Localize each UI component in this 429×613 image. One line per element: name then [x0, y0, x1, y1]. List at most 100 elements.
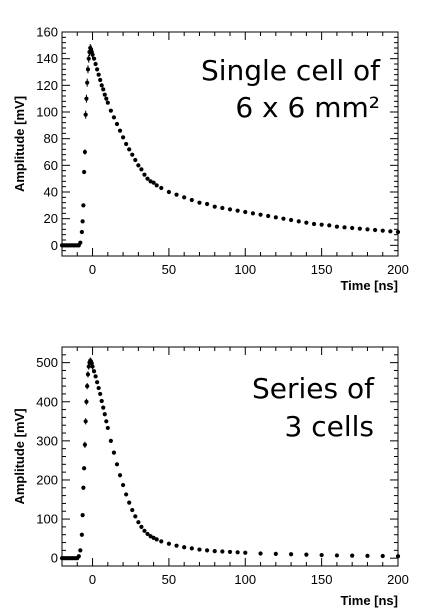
data-point — [250, 211, 256, 216]
data-point — [95, 67, 100, 72]
y-tick-label: 100 — [36, 512, 58, 527]
data-point — [78, 548, 83, 553]
data-point — [102, 412, 107, 417]
data-point — [197, 200, 202, 205]
data-point — [166, 541, 172, 546]
x-tick-label: 200 — [387, 262, 409, 277]
data-point — [142, 528, 147, 533]
data-point — [83, 419, 88, 424]
y-tick-label: 400 — [36, 394, 58, 409]
data-point — [120, 135, 126, 140]
data-point — [82, 442, 88, 447]
x-tick-label: 50 — [162, 262, 176, 277]
x-tick-label: 50 — [162, 572, 176, 587]
data-point — [90, 52, 95, 57]
data-point — [114, 121, 120, 127]
data-point — [197, 547, 202, 552]
data-point — [139, 524, 144, 529]
data-point — [319, 222, 324, 227]
x-tick-label: 100 — [234, 572, 256, 587]
data-point — [96, 72, 101, 77]
data-point — [82, 169, 87, 175]
y-tick-label: 100 — [36, 105, 58, 120]
data-point — [365, 553, 370, 558]
data-point — [104, 96, 109, 101]
data-point — [235, 208, 240, 213]
data-point — [95, 380, 100, 385]
chart-panel-series-three-cells: 0 100 200 300 400 500 0 50 100 150 200 Amplitude [m… — [12, 346, 409, 608]
data-point — [380, 553, 385, 559]
data-point — [182, 195, 187, 200]
data-point — [96, 385, 101, 391]
data-point — [105, 425, 110, 431]
data-point — [243, 550, 248, 555]
data-point — [114, 462, 120, 467]
y-axis-title: Amplitude [mV] — [12, 408, 27, 504]
x-tick-label: 150 — [311, 572, 333, 587]
data-point — [212, 204, 217, 209]
data-point — [388, 229, 393, 234]
x-tick-label: 200 — [387, 572, 409, 587]
data-point — [350, 553, 355, 558]
data-point — [81, 203, 86, 208]
data-point — [93, 374, 98, 379]
data-point — [212, 549, 217, 554]
annotation-line: Single cell of — [201, 54, 381, 87]
data-point — [82, 149, 88, 155]
data-point — [104, 419, 109, 424]
y-tick-label: 300 — [36, 433, 58, 448]
data-point — [111, 115, 117, 120]
x-tick-label: 0 — [89, 262, 96, 277]
y-tick-label: 500 — [36, 355, 58, 370]
x-tick-label: 100 — [234, 262, 256, 277]
data-point — [395, 229, 401, 235]
data-point — [266, 213, 271, 219]
y-tick-label: 80 — [44, 131, 58, 146]
data-point — [79, 532, 84, 537]
data-point — [80, 513, 85, 518]
data-point — [81, 485, 86, 490]
data-point — [102, 92, 107, 97]
data-point — [127, 500, 132, 505]
data-point — [273, 551, 278, 556]
data-point — [101, 405, 106, 410]
data-point — [151, 180, 156, 185]
data-point — [145, 176, 150, 181]
data-point — [174, 543, 179, 548]
data-point — [117, 473, 123, 478]
annotation-line: 6 x 6 mm² — [235, 91, 380, 124]
data-point — [189, 546, 194, 551]
data-point — [85, 384, 90, 389]
data-point — [304, 552, 309, 557]
data-point — [189, 197, 194, 203]
data-point — [83, 112, 88, 117]
data-point — [182, 545, 187, 550]
data-point — [304, 220, 309, 225]
data-point — [101, 87, 106, 92]
data-point — [357, 226, 362, 231]
data-point — [91, 369, 97, 374]
x-tick-label: 0 — [89, 572, 96, 587]
data-point — [350, 225, 355, 231]
y-tick-label: 160 — [36, 25, 58, 40]
data-point — [108, 108, 113, 113]
data-point — [133, 514, 138, 519]
data-point — [136, 163, 141, 168]
data-point — [334, 224, 340, 229]
data-point — [108, 438, 113, 443]
data-point — [79, 229, 84, 235]
x-axis-title: Time [ns] — [340, 278, 398, 293]
data-point — [93, 61, 98, 67]
x-axis-title: Time [ns] — [340, 593, 398, 608]
y-tick-label: 20 — [44, 211, 58, 226]
data-point — [98, 391, 103, 397]
data-point — [319, 552, 324, 558]
data-point — [139, 167, 144, 172]
data-point — [117, 128, 123, 133]
y-tick-label: 0 — [51, 238, 58, 253]
data-point — [80, 219, 85, 224]
y-tick-label: 0 — [51, 551, 58, 566]
x-tick-label: 150 — [311, 262, 333, 277]
data-point — [98, 77, 103, 83]
data-point — [85, 372, 91, 377]
